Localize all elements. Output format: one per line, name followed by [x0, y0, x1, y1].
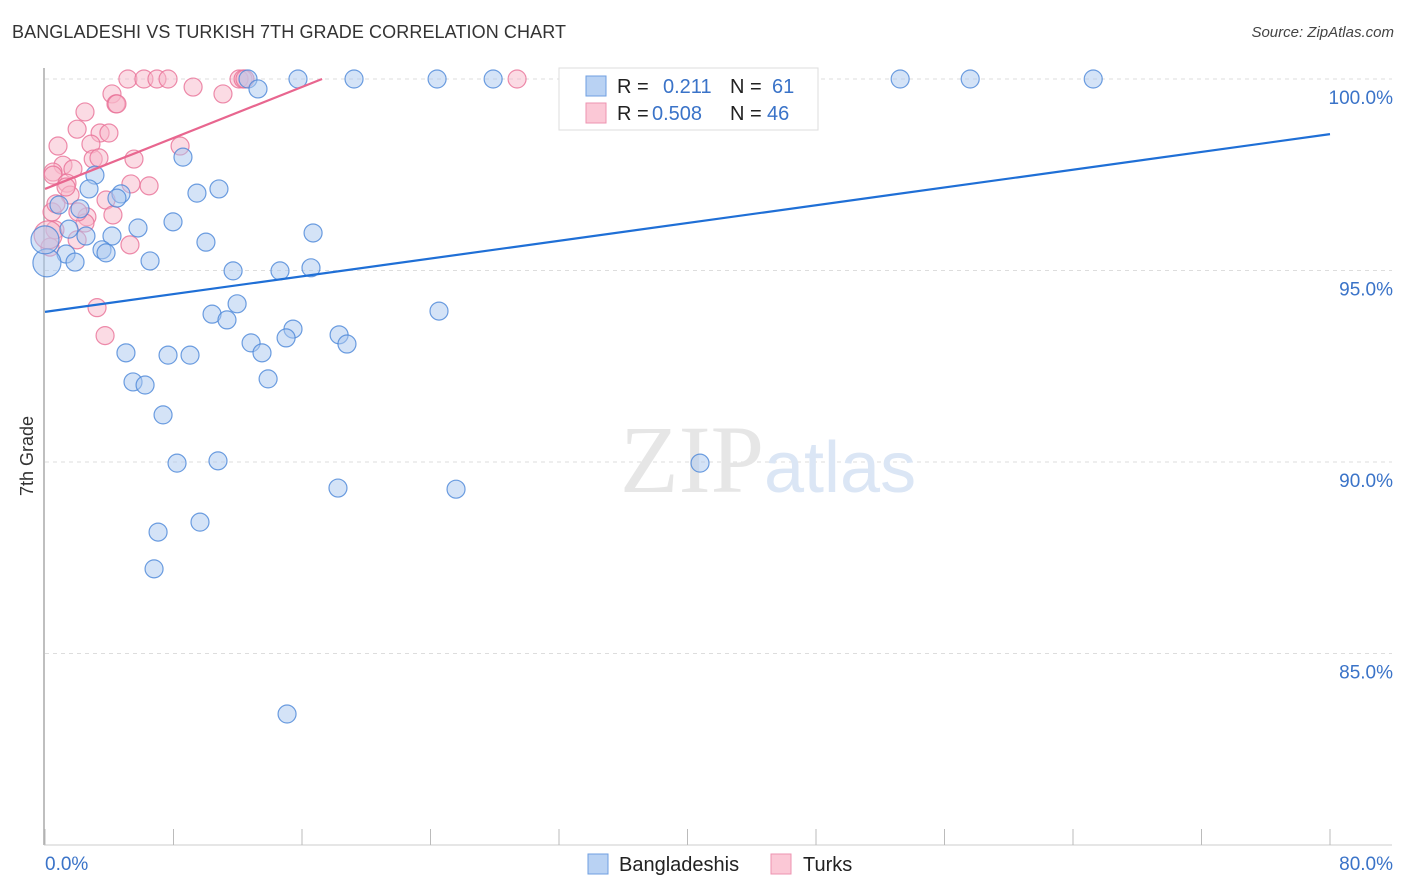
- bangladeshis-point: [76, 226, 96, 246]
- legend-n-label: N =: [730, 103, 762, 125]
- bangladeshis-point: [116, 343, 136, 363]
- bangladeshis-point: [158, 345, 178, 365]
- bangladeshis-point: [153, 405, 173, 425]
- bangladeshis-point: [344, 69, 364, 89]
- turks-point: [103, 205, 123, 225]
- y-axis-label: 7th Grade: [17, 416, 37, 496]
- bangladeshis-point: [429, 301, 449, 321]
- turks-point: [48, 136, 68, 156]
- turks-trendline: [44, 77, 323, 190]
- gridlines: [45, 78, 1392, 654]
- bangladeshis-point: [209, 179, 229, 199]
- legend-r-value-turks: 0.508: [652, 103, 702, 125]
- bangladeshis-point: [190, 512, 210, 532]
- bangladeshis-point: [252, 343, 272, 363]
- bangladeshis-point: [135, 375, 155, 395]
- bangladeshis-point: [107, 188, 127, 208]
- legend-n-label: N =: [730, 76, 762, 98]
- bangladeshis-point: [128, 218, 148, 238]
- bangladeshis-point: [890, 69, 910, 89]
- y-tick-label: 95.0%: [1339, 280, 1393, 301]
- turks-point: [75, 102, 95, 122]
- y-tick-label: 90.0%: [1339, 471, 1393, 492]
- bangladeshis-point: [148, 522, 168, 542]
- bangladeshis-point: [96, 243, 116, 263]
- bangladeshis-point: [328, 478, 348, 498]
- legend-turks-swatch: [770, 853, 792, 875]
- bangladeshis-point: [258, 369, 278, 389]
- turks-point: [99, 123, 119, 143]
- turks-point: [118, 69, 138, 89]
- bangladeshis-point: [301, 258, 321, 278]
- bangladeshis-point: [248, 79, 268, 99]
- legend-r-value-bangladeshis: 0.211: [663, 76, 712, 98]
- legend-swatch-turks: [585, 102, 607, 124]
- turks-point: [107, 94, 127, 114]
- watermark-zip: ZIPatlas: [620, 406, 916, 513]
- turks-point: [183, 77, 203, 97]
- bangladeshis-point: [1083, 69, 1103, 89]
- bangladeshis-point: [223, 261, 243, 281]
- bangladeshis-point: [196, 232, 216, 252]
- bangladeshis-point: [140, 251, 160, 271]
- bangladeshis-point: [483, 69, 503, 89]
- bangladeshis-point: [277, 704, 297, 724]
- bangladeshis-point: [167, 453, 187, 473]
- bangladeshis-point: [79, 179, 99, 199]
- bangladeshis-point: [427, 69, 447, 89]
- bangladeshis-point: [30, 225, 60, 255]
- bangladeshis-point: [144, 559, 164, 579]
- bangladeshis-point: [102, 226, 122, 246]
- legend-r-label: R =: [617, 103, 649, 125]
- bangladeshis-point: [59, 219, 79, 239]
- turks-point: [507, 69, 527, 89]
- turks-point: [120, 235, 140, 255]
- bangladeshis-trendline: [44, 133, 1331, 313]
- bangladeshis-point: [270, 261, 290, 281]
- x-ticks: [44, 829, 1331, 845]
- chart-source: Source: ZipAtlas.com: [1251, 24, 1394, 41]
- y-tick-label: 85.0%: [1339, 663, 1393, 684]
- bangladeshis-point: [180, 345, 200, 365]
- legend-bangladeshis-swatch: [587, 853, 609, 875]
- bangladeshis-point: [70, 199, 90, 219]
- bangladeshis-point: [187, 183, 207, 203]
- turks-point: [158, 69, 178, 89]
- bangladeshis-point: [446, 479, 466, 499]
- bangladeshis-point: [276, 328, 296, 348]
- bangladeshis-point: [337, 334, 357, 354]
- bangladeshis-point: [960, 69, 980, 89]
- turks-point: [213, 84, 233, 104]
- bangladeshis-point: [690, 453, 710, 473]
- legend-r-label: R =: [617, 76, 649, 98]
- bangladeshis-point: [173, 147, 193, 167]
- bangladeshis-point: [49, 195, 69, 215]
- stats-legend: R = 0.211 N = 61 R = 0.508 N = 46: [558, 67, 819, 131]
- legend-turks-label: Turks: [803, 854, 852, 876]
- legend-n-value-bangladeshis: 61: [772, 76, 794, 98]
- bangladeshis-point: [227, 294, 247, 314]
- bangladeshis-point: [217, 310, 237, 330]
- legend-swatch-bangladeshis: [585, 75, 607, 97]
- series-legend: Bangladeshis Turks: [587, 853, 852, 876]
- bangladeshis-point: [303, 223, 323, 243]
- turks-point: [139, 176, 159, 196]
- legend-bangladeshis-label: Bangladeshis: [619, 854, 739, 876]
- legend-n-value-turks: 46: [767, 103, 789, 125]
- bangladeshis-point: [163, 212, 183, 232]
- x-tick-label-max: 80.0%: [1339, 854, 1393, 875]
- chart-title: BANGLADESHI VS TURKISH 7TH GRADE CORRELA…: [12, 22, 567, 42]
- y-tick-label: 100.0%: [1329, 88, 1394, 109]
- bangladeshis-point: [208, 451, 228, 471]
- turks-point: [67, 119, 87, 139]
- turks-point: [87, 298, 107, 318]
- x-tick-label-min: 0.0%: [45, 854, 88, 875]
- turks-point: [95, 326, 115, 346]
- bangladeshis-point: [65, 252, 85, 272]
